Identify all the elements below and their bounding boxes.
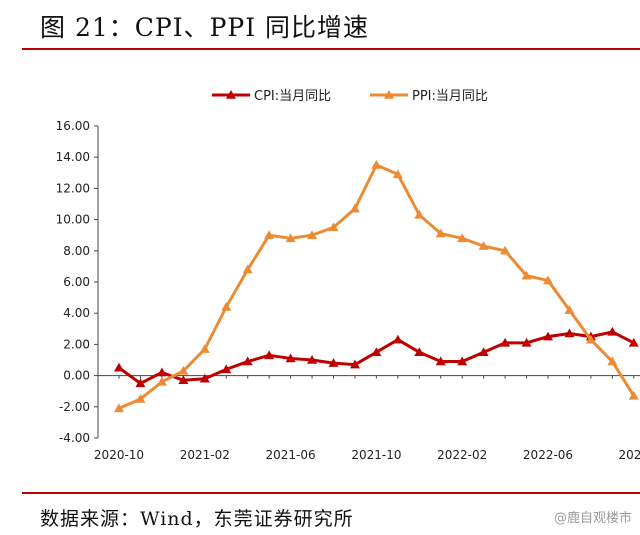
x-tick-label: 2022-02 [437, 448, 487, 462]
data-point [178, 365, 189, 375]
y-tick-label: 4.00 [63, 306, 90, 320]
data-point [478, 241, 489, 250]
data-point [307, 230, 318, 239]
data-point [521, 337, 532, 347]
y-tick-label: 10.00 [56, 213, 90, 227]
data-point [156, 376, 167, 386]
data-point [457, 356, 468, 366]
data-point [435, 228, 446, 238]
header-rule [22, 48, 640, 50]
data-point [199, 373, 210, 383]
data-point [628, 337, 639, 347]
data-point [457, 233, 468, 243]
y-tick-label: 8.00 [63, 244, 90, 258]
data-point [199, 344, 210, 353]
data-point [371, 160, 382, 169]
footer-rule [22, 492, 640, 494]
y-tick-label: -2.00 [59, 400, 90, 414]
legend-label: PPI:当月同比 [412, 89, 488, 104]
legend: CPI:当月同比 PPI:当月同比 [212, 89, 488, 104]
watermark: @鹿自观楼市 [553, 511, 632, 526]
data-point [392, 334, 403, 344]
data-point [628, 390, 639, 400]
data-point [307, 355, 318, 364]
legend-item-ppi: PPI:当月同比 [370, 89, 488, 104]
data-point [156, 367, 167, 377]
data-point [543, 331, 553, 341]
data-point [500, 337, 511, 347]
data-point [349, 203, 360, 213]
data-point [264, 230, 275, 239]
data-point [478, 347, 489, 356]
legend-swatch-marker [384, 90, 394, 99]
x-tick-label: 2021-10 [351, 448, 401, 462]
data-point [521, 270, 532, 280]
x-tick-label: 2021-02 [180, 448, 230, 462]
data-point [564, 305, 575, 314]
legend-item-cpi: CPI:当月同比 [212, 89, 331, 104]
data-point [349, 359, 360, 369]
y-tick-label: 12.00 [56, 181, 90, 195]
data-point [114, 403, 124, 413]
x-tick-label: 2022 [619, 448, 640, 462]
y-tick-label: -4.00 [59, 431, 90, 445]
data-point [414, 347, 425, 356]
data-point [607, 326, 618, 336]
data-point [414, 209, 425, 219]
legend-swatch-marker [226, 90, 236, 99]
data-point [564, 328, 575, 338]
data-point [178, 375, 189, 385]
series-line [118, 163, 636, 410]
data-point [371, 347, 382, 356]
y-tick-label: 16.00 [56, 119, 90, 133]
cpi-ppi-line-chart: CPI:当月同比 PPI:当月同比 -4.00 -2.00 0.00 2.00 4.00 6… [56, 89, 640, 462]
x-tick-label: 2020-10 [94, 448, 144, 462]
y-axis: -4.00 -2.00 0.00 2.00 4.00 6.00 8.00 10.00 12.00… [56, 119, 99, 445]
series-layer [114, 160, 639, 413]
y-tick-label: 6.00 [63, 275, 90, 289]
data-point [221, 364, 232, 374]
data-point [242, 356, 253, 366]
x-tick-label: 2022-06 [523, 448, 573, 462]
x-axis: 2020-10 2021-02 2021-06 2021-10 2022-02 2022-… [94, 375, 640, 462]
data-point [114, 362, 124, 372]
x-tick-label: 2021-06 [266, 448, 316, 462]
data-point [328, 222, 339, 232]
data-point [135, 378, 146, 388]
data-point [285, 353, 296, 363]
data-point [435, 356, 446, 366]
data-point [135, 394, 146, 403]
data-point [264, 350, 275, 360]
series-cpi [114, 326, 639, 388]
data-point [392, 169, 403, 179]
data-point [328, 358, 339, 367]
data-point [242, 264, 253, 274]
y-tick-label: 2.00 [63, 337, 90, 351]
legend-label: CPI:当月同比 [254, 89, 331, 104]
chart-title: 图 21：CPI、PPI 同比增速 [40, 13, 370, 42]
data-point [285, 233, 296, 243]
data-point [607, 356, 618, 366]
data-point [585, 334, 596, 344]
data-point [500, 245, 511, 255]
source-note: 数据来源：Wind，东莞证券研究所 [40, 508, 354, 530]
y-tick-label: 0.00 [63, 369, 90, 383]
data-point [543, 275, 553, 285]
data-point [221, 301, 232, 311]
series-ppi [114, 160, 639, 413]
y-tick-label: 14.00 [56, 150, 90, 164]
